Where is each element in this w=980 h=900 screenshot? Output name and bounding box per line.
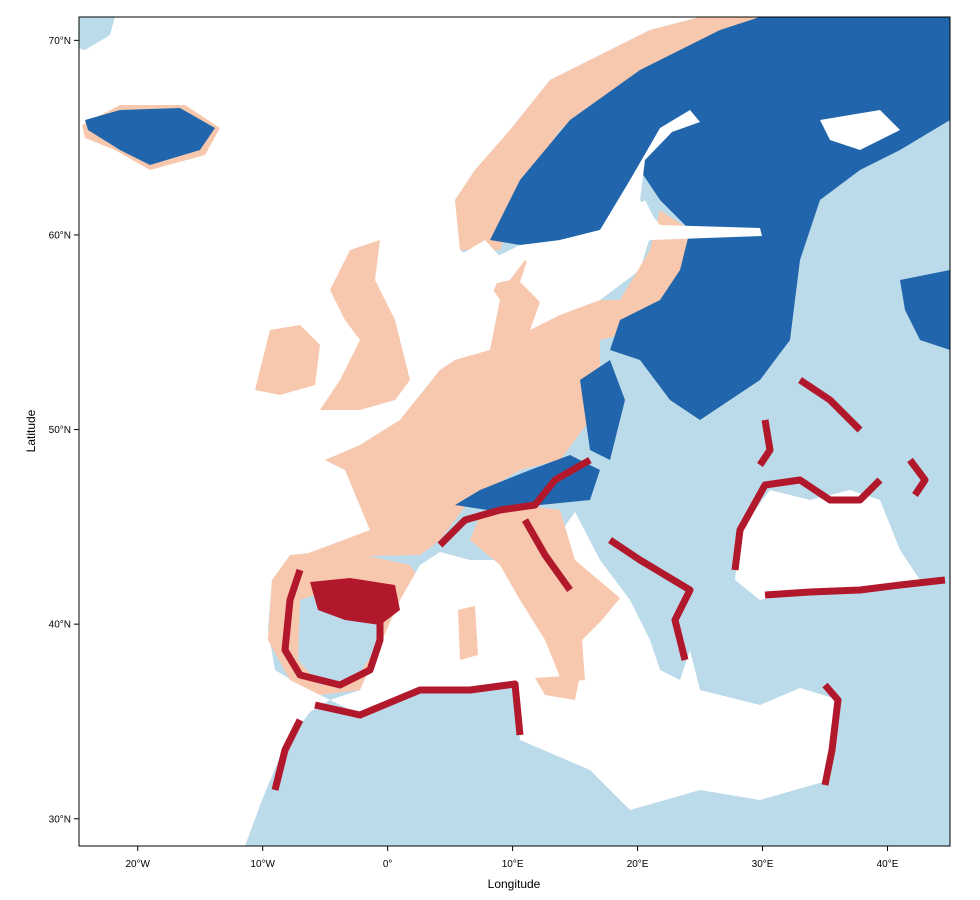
x-tick-label: 20°W bbox=[125, 859, 150, 870]
region-alps-blue bbox=[455, 455, 600, 512]
region-russia-patches bbox=[900, 270, 950, 350]
region-ukraine-red bbox=[798, 377, 863, 433]
x-tick-label: 0° bbox=[383, 859, 393, 870]
region-balkans bbox=[575, 512, 690, 680]
region-italy bbox=[470, 505, 620, 682]
sea-mediterranean bbox=[330, 512, 840, 810]
region-russia-south-red bbox=[907, 457, 929, 497]
region-apennines-red bbox=[521, 518, 573, 593]
y-tick-label: 40°N bbox=[49, 620, 71, 631]
y-tick-label: 50°N bbox=[49, 425, 71, 436]
region-great-britain bbox=[320, 240, 410, 410]
region-central-europe-blue bbox=[580, 360, 625, 460]
x-tick-label: 10°W bbox=[250, 859, 275, 870]
y-axis-title: Latitude bbox=[24, 409, 38, 452]
land-arctic bbox=[79, 17, 115, 50]
x-tick-label: 10°E bbox=[502, 859, 524, 870]
sea-white-sea bbox=[820, 110, 900, 150]
y-tick-label: 70°N bbox=[49, 36, 71, 47]
sea-baltic bbox=[520, 110, 762, 330]
sea-black-sea bbox=[735, 490, 920, 600]
region-iberia-rim-red bbox=[281, 568, 384, 689]
x-tick-label: 30°E bbox=[752, 859, 774, 870]
region-balkans-red bbox=[608, 537, 694, 661]
sea-north-sea bbox=[395, 240, 505, 340]
y-tick-label: 60°N bbox=[49, 230, 71, 241]
region-morocco-atlantic-red bbox=[271, 718, 304, 791]
map-panel bbox=[79, 17, 950, 846]
plot-frame bbox=[78, 16, 951, 847]
region-ireland bbox=[255, 325, 320, 395]
x-tick-label: 40°E bbox=[877, 859, 899, 870]
x-axis: 20°W 10°W 0° 10°E 20°E 30°E 40°E bbox=[125, 846, 899, 870]
region-western-europe bbox=[290, 210, 700, 560]
region-levant-red bbox=[821, 682, 842, 786]
region-black-sea-west-red bbox=[731, 476, 883, 571]
y-axis: 30°N 40°N 50°N 60°N 70°N bbox=[49, 36, 79, 825]
x-tick-label: 20°E bbox=[627, 859, 649, 870]
region-iceland bbox=[85, 108, 215, 165]
y-tick-label: 30°N bbox=[49, 814, 71, 825]
region-sardinia bbox=[458, 606, 478, 660]
region-sicily bbox=[535, 675, 580, 700]
region-carpathians-red bbox=[757, 419, 774, 467]
region-anatolia-north-red bbox=[764, 576, 946, 599]
region-north-africa-red bbox=[314, 680, 524, 736]
x-axis-title: Longitude bbox=[488, 877, 541, 891]
region-alps-red bbox=[437, 456, 592, 548]
